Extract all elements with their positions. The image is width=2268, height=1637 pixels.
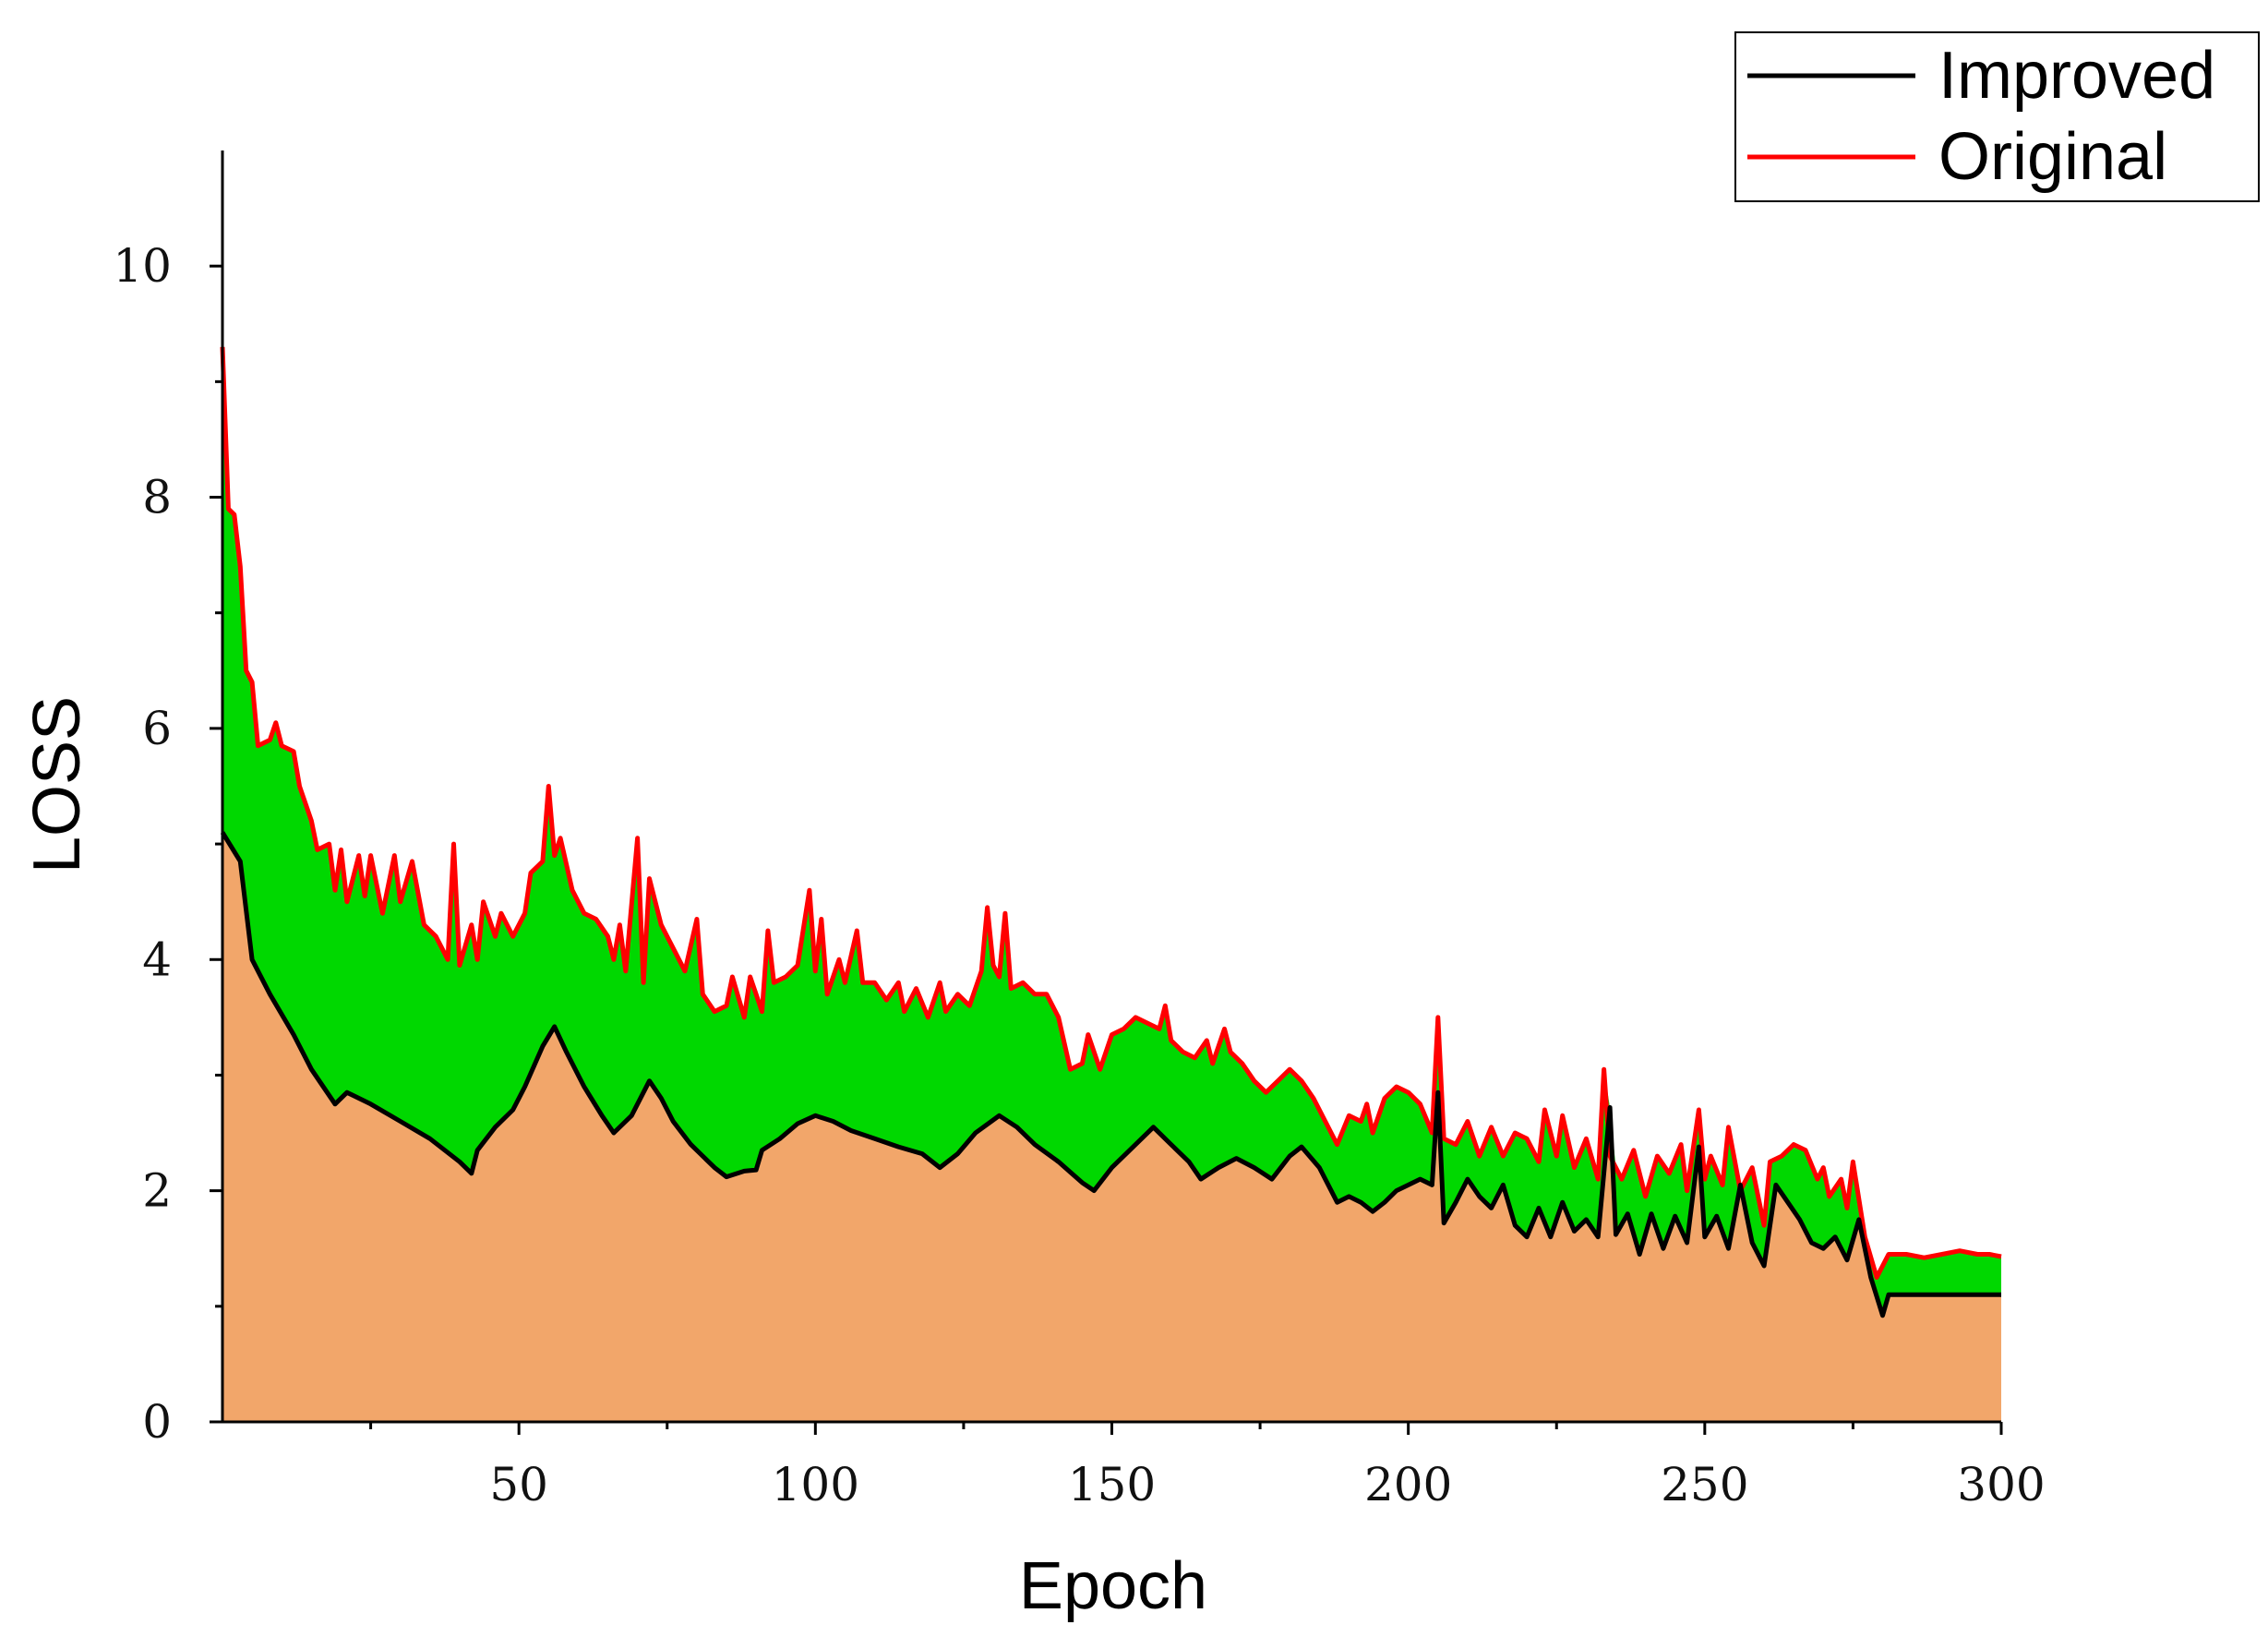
y-tick-label: 4 [142, 933, 172, 986]
y-tick-label: 0 [142, 1395, 172, 1449]
legend-label-original: Original [1938, 120, 2167, 194]
legend-label-improved: Improved [1938, 39, 2215, 113]
y-tick-label: 2 [142, 1164, 172, 1218]
x-axis-title: Epoch [1019, 1549, 1207, 1623]
series-line-original [220, 346, 2002, 1280]
y-tick-label: 6 [142, 702, 172, 755]
area-below-improved [222, 832, 2001, 1422]
y-tick-label: 8 [142, 471, 172, 524]
y-axis-title: LOSS [20, 696, 94, 873]
y-tick-label: 10 [113, 239, 172, 293]
x-tick-label: 250 [1661, 1458, 1748, 1511]
x-tick-label: 150 [1068, 1458, 1156, 1511]
plot-areas [222, 346, 2001, 1422]
x-tick-label: 200 [1364, 1458, 1452, 1511]
x-tick-label: 300 [1957, 1458, 2045, 1511]
plot-lines [220, 346, 2002, 1318]
x-tick-label: 100 [772, 1458, 859, 1511]
ticks: 50 100 150 200 250 300 0 2 4 6 8 10 [113, 239, 2045, 1511]
legend: Improved Original [1734, 31, 2260, 202]
legend-box [1734, 31, 2260, 202]
area-between-series [222, 346, 2001, 1316]
series-line-improved [220, 831, 2001, 1318]
x-tick-label: 50 [489, 1458, 548, 1511]
